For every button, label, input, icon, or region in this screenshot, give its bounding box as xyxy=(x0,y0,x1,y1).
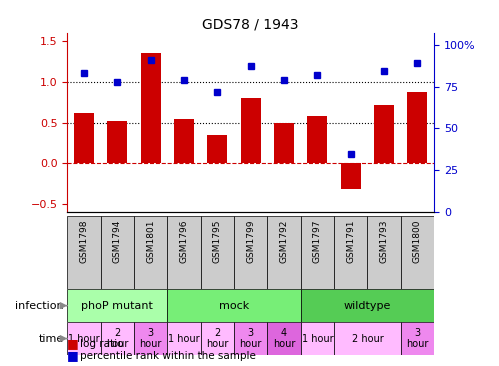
Text: GSM1799: GSM1799 xyxy=(246,220,255,263)
Text: GSM1801: GSM1801 xyxy=(146,220,155,263)
Text: 1 hour: 1 hour xyxy=(68,333,100,344)
Bar xyxy=(234,322,267,355)
Bar xyxy=(101,216,134,289)
Bar xyxy=(334,322,401,355)
Bar xyxy=(301,289,434,322)
Title: GDS78 / 1943: GDS78 / 1943 xyxy=(203,18,299,32)
Bar xyxy=(167,289,301,322)
Bar xyxy=(208,135,228,163)
Bar xyxy=(134,322,167,355)
Bar xyxy=(201,216,234,289)
Bar xyxy=(408,93,428,163)
Text: 2
hour: 2 hour xyxy=(206,328,229,350)
Text: time: time xyxy=(39,333,64,344)
Text: GSM1796: GSM1796 xyxy=(180,220,189,263)
Bar xyxy=(274,123,294,163)
Text: 2
hour: 2 hour xyxy=(106,328,129,350)
Bar xyxy=(141,53,161,163)
Text: GSM1800: GSM1800 xyxy=(413,220,422,263)
Bar xyxy=(234,216,267,289)
Text: GSM1797: GSM1797 xyxy=(313,220,322,263)
Text: GSM1794: GSM1794 xyxy=(113,220,122,263)
Bar xyxy=(267,322,301,355)
Bar xyxy=(401,216,434,289)
Bar xyxy=(267,216,301,289)
Text: 3
hour: 3 hour xyxy=(140,328,162,350)
Text: ■: ■ xyxy=(67,337,79,350)
Bar xyxy=(341,163,361,190)
Text: GSM1792: GSM1792 xyxy=(279,220,288,263)
Text: wildtype: wildtype xyxy=(344,300,391,311)
Bar xyxy=(174,119,194,163)
Bar xyxy=(201,322,234,355)
Text: GSM1791: GSM1791 xyxy=(346,220,355,263)
Text: ■: ■ xyxy=(67,349,79,362)
Bar xyxy=(67,322,101,355)
Text: 4
hour: 4 hour xyxy=(273,328,295,350)
Bar xyxy=(101,322,134,355)
Text: log ratio: log ratio xyxy=(80,339,123,349)
Text: GSM1798: GSM1798 xyxy=(79,220,88,263)
Bar xyxy=(167,216,201,289)
Bar xyxy=(307,116,327,163)
Bar xyxy=(401,322,434,355)
Text: 1 hour: 1 hour xyxy=(301,333,333,344)
Bar xyxy=(167,322,201,355)
Text: phoP mutant: phoP mutant xyxy=(81,300,153,311)
Text: 2 hour: 2 hour xyxy=(352,333,383,344)
Text: 1 hour: 1 hour xyxy=(168,333,200,344)
Bar xyxy=(67,216,101,289)
Bar xyxy=(67,289,167,322)
Bar xyxy=(74,113,94,163)
Bar xyxy=(334,216,367,289)
Text: mock: mock xyxy=(219,300,249,311)
Text: infection: infection xyxy=(15,300,64,311)
Bar xyxy=(301,322,334,355)
Bar xyxy=(374,105,394,163)
Bar xyxy=(134,216,167,289)
Text: 3
hour: 3 hour xyxy=(406,328,429,350)
Bar xyxy=(367,216,401,289)
Bar xyxy=(301,216,334,289)
Text: 3
hour: 3 hour xyxy=(240,328,262,350)
Text: GSM1793: GSM1793 xyxy=(380,220,389,263)
Bar xyxy=(107,121,127,163)
Text: percentile rank within the sample: percentile rank within the sample xyxy=(80,351,255,361)
Text: GSM1795: GSM1795 xyxy=(213,220,222,263)
Bar xyxy=(241,98,261,163)
